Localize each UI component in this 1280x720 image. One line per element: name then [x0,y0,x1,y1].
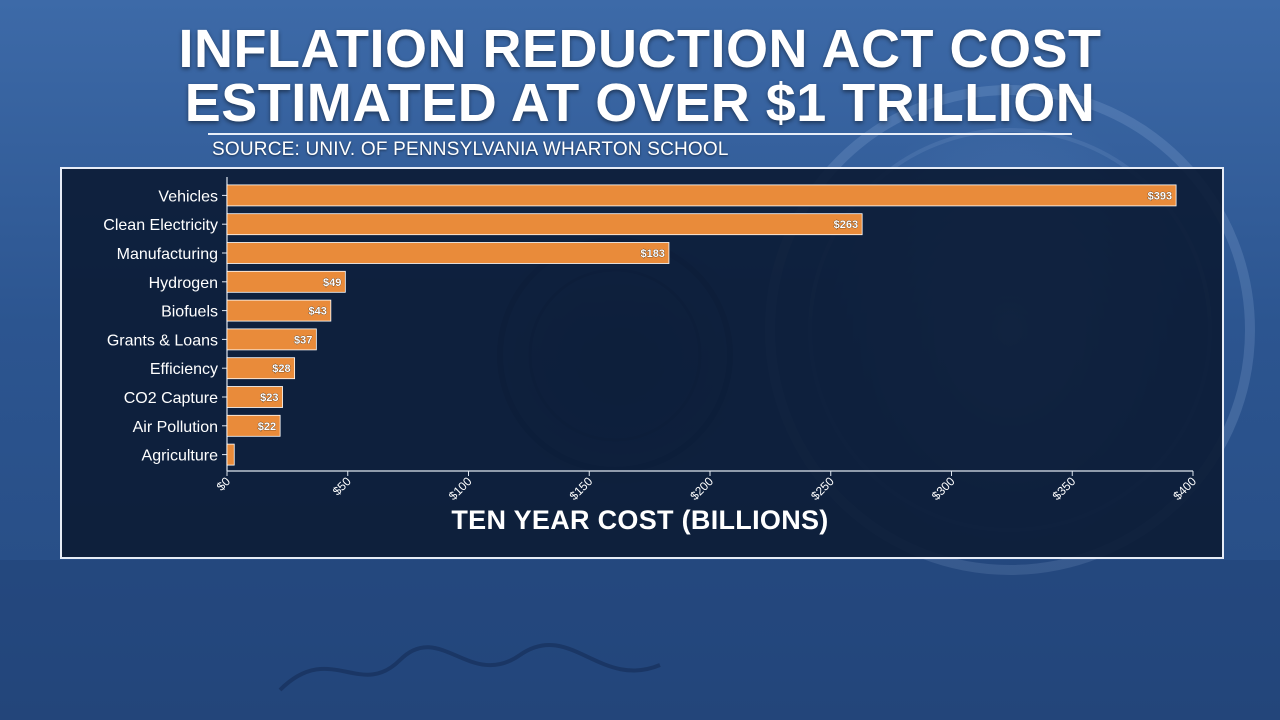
bar [226,357,296,380]
bar-value-label: $183 [640,248,664,260]
bar [226,270,346,293]
bar-value-label: $22 [258,421,276,433]
bar-value-label: $23 [260,392,278,404]
source-credit: SOURCE: UNIV. OF PENNSYLVANIA WHARTON SC… [212,139,729,160]
x-tick-label: $400 [1170,474,1199,503]
chart-title-line-1: INFLATION REDUCTION ACT COST [178,19,1102,79]
bar [226,184,1177,207]
bar [226,299,332,322]
category-label: Manufacturing [117,246,218,263]
x-axis-title: TEN YEAR COST (BILLIONS) [451,505,829,535]
bar [226,386,283,408]
bar [226,443,235,466]
x-tick-label: $50 [330,474,354,498]
x-tick-label: $0 [214,474,234,494]
title-divider [208,133,1072,135]
category-label: CO2 Capture [124,390,218,407]
bar-value-label: $37 [294,334,312,346]
chart-title-line-2: ESTIMATED AT OVER $1 TRILLION [184,73,1096,133]
x-tick-label: $300 [929,474,958,503]
bar-value-label: $393 [1148,190,1172,202]
category-label: Efficiency [150,361,218,378]
category-label: Agriculture [142,448,219,465]
bar [226,213,863,236]
bar-value-label: $43 [308,306,326,318]
x-tick-label: $200 [687,474,716,503]
bar-value-label: $49 [323,277,341,289]
x-tick-label: $250 [808,474,837,503]
x-tick-label: $150 [567,474,596,503]
category-label: Biofuels [161,304,218,321]
x-tick-label: $350 [1050,474,1079,503]
category-label: Hydrogen [149,275,218,292]
bar [226,242,670,264]
bar [226,328,317,351]
bar-value-label: $263 [834,219,858,231]
category-label: Clean Electricity [103,217,218,234]
x-tick-label: $100 [446,474,475,503]
category-label: Grants & Loans [107,332,218,349]
category-label: Vehicles [158,188,218,205]
bar [226,414,281,437]
bar-value-label: $28 [272,363,290,375]
category-label: Air Pollution [133,419,218,436]
